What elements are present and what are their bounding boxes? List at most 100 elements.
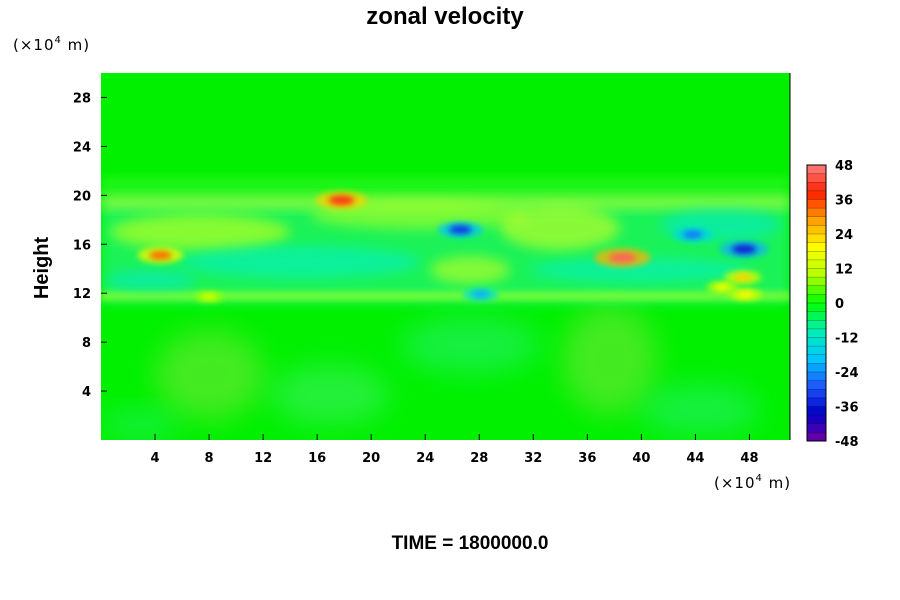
colorbar-segment	[807, 432, 826, 442]
colorbar-segment	[807, 397, 826, 407]
x-tick-label: 4	[151, 451, 160, 466]
colorbar-segment	[807, 268, 826, 278]
feature-core	[737, 291, 754, 298]
colorbar-segment	[807, 225, 826, 235]
y-axis-ticks: 4 8 12 16 20 24 28	[73, 91, 107, 400]
y-tick-label: 20	[73, 189, 91, 204]
colorbar-tick-label: 48	[835, 159, 853, 174]
colorbar-segment	[807, 165, 826, 174]
colorbar-tick-label: 12	[835, 263, 853, 278]
colorbar-segment	[807, 173, 826, 183]
feature-core	[733, 273, 752, 281]
x-tick-label: 20	[362, 451, 380, 466]
colorbar-ticks: 48 36 24 12 0 -12 -24 -36 -48	[835, 159, 859, 450]
y-tick-label: 28	[73, 91, 91, 106]
texture-patch	[400, 317, 540, 373]
texture-patch	[270, 365, 390, 425]
texture-patch	[101, 411, 180, 439]
x-tick-label: 24	[416, 451, 434, 466]
colorbar-segment	[807, 320, 826, 330]
x-tick-label: 12	[254, 451, 272, 466]
texture-patch	[530, 258, 750, 282]
y-tick-label: 24	[73, 140, 91, 155]
feature-core	[328, 195, 355, 206]
texture-patch	[180, 246, 420, 278]
colorbar-segment	[807, 199, 826, 209]
heatmap-texture	[101, 178, 790, 439]
colorbar-segment	[807, 346, 826, 356]
colorbar-segment	[807, 423, 826, 433]
feature-core	[682, 230, 703, 239]
colorbar-segment	[807, 190, 826, 200]
colorbar-tick-label: 0	[835, 297, 844, 312]
x-tick-label: 32	[524, 451, 542, 466]
y-unit-label: (×104 m)	[13, 35, 90, 54]
texture-band	[101, 291, 790, 301]
y-tick-label: 4	[82, 385, 91, 400]
colorbar-segment	[807, 251, 826, 261]
colorbar-tick-label: 24	[835, 228, 853, 243]
colorbar	[806, 164, 827, 442]
colorbar-segment	[807, 372, 826, 381]
colorbar-segment	[807, 337, 826, 347]
colorbar-segment	[807, 354, 826, 364]
colorbar-segment	[807, 406, 826, 416]
heatmap-features	[137, 191, 769, 303]
x-tick-label: 40	[632, 451, 650, 466]
chart-title: zonal velocity	[366, 3, 524, 30]
colorbar-frame	[806, 164, 827, 442]
colorbar-segment	[807, 389, 826, 399]
texture-patch	[310, 201, 530, 229]
colorbar-tick-label: 36	[835, 194, 853, 209]
feature-core	[608, 252, 637, 263]
colorbar-segment	[807, 363, 826, 373]
texture-patch	[155, 330, 265, 420]
y-axis-label: Height	[31, 237, 53, 300]
colorbar-segment	[807, 234, 826, 243]
y-tick-label: 12	[73, 287, 91, 302]
colorbar-tick-label: -36	[835, 401, 859, 416]
colorbar-segment	[807, 328, 826, 338]
colorbar-segment	[807, 182, 826, 192]
colorbar-segment	[807, 311, 826, 321]
colorbar-segment	[807, 303, 826, 312]
colorbar-segment	[807, 216, 826, 226]
texture-patch	[105, 270, 195, 290]
feature-core	[449, 225, 472, 234]
x-tick-label: 8	[205, 451, 214, 466]
x-tick-label: 16	[308, 451, 326, 466]
texture-patch	[500, 206, 620, 250]
x-tick-label: 48	[740, 451, 758, 466]
texture-patch	[110, 214, 290, 250]
time-label: TIME = 1800000.0	[392, 533, 549, 554]
y-tick-label: 16	[73, 238, 91, 253]
colorbar-segment	[807, 259, 826, 269]
texture-band	[101, 178, 790, 190]
colorbar-segment	[807, 380, 826, 390]
colorbar-segment	[807, 277, 826, 287]
x-unit-label: (×104 m)	[714, 473, 791, 492]
colorbar-segment	[807, 415, 826, 425]
x-tick-label: 36	[578, 451, 596, 466]
heatmap-plot-area	[101, 73, 790, 440]
feature-core	[732, 244, 756, 254]
y-tick-label: 8	[82, 336, 91, 351]
colorbar-segment	[807, 294, 826, 304]
colorbar-tick-label: -48	[835, 435, 859, 450]
colorbar-segment	[807, 242, 826, 252]
colorbar-tick-label: -24	[835, 366, 859, 381]
feature-core	[471, 290, 490, 298]
texture-patch	[430, 256, 510, 284]
feature-core	[149, 250, 172, 260]
colorbar-segment	[807, 208, 826, 218]
x-tick-label: 28	[470, 451, 488, 466]
texture-patch	[640, 385, 760, 435]
texture-patch	[562, 305, 658, 415]
colorbar-tick-label: -12	[835, 332, 859, 347]
feature-core	[201, 293, 217, 300]
colorbar-segment	[807, 285, 826, 295]
x-tick-label: 44	[686, 451, 704, 466]
feature-core	[714, 283, 731, 291]
x-axis-ticks: 4 8 12 16 20 24 28 32 36 40 44 48	[151, 434, 759, 466]
